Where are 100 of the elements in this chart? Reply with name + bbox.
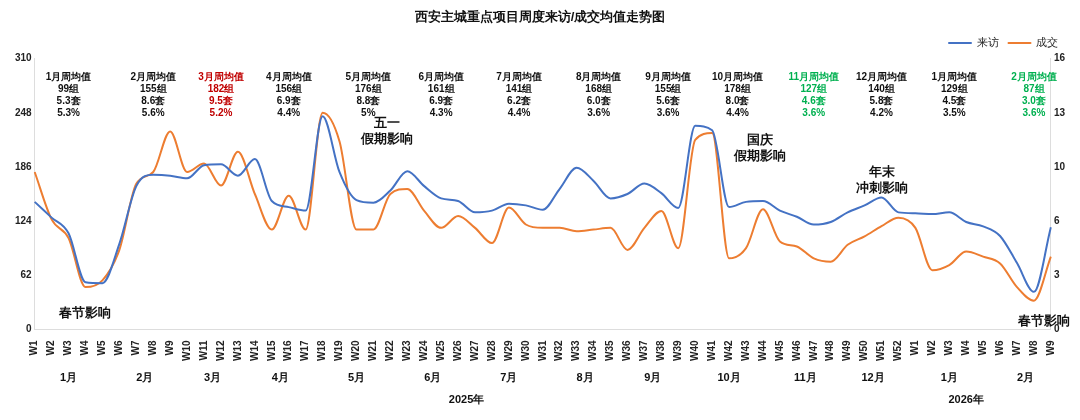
x-tick-label: W18	[316, 340, 328, 361]
annotation: 7月周均值 141组 6.2套 4.4%	[496, 71, 542, 119]
text: 11月	[793, 371, 817, 384]
annotation: 1月周均值 99组 5.3套 5.3%	[45, 71, 92, 119]
x-tick-label: W49	[841, 340, 853, 361]
text: 4月	[271, 371, 289, 384]
x-tick-label: W19	[333, 340, 345, 361]
x-tick-label: W52	[892, 340, 904, 361]
x-tick-label: W6	[993, 340, 1005, 356]
x-tick-label: W16	[282, 340, 294, 361]
y-tick-label: 310	[15, 52, 33, 64]
x-tick-label: W8	[146, 340, 158, 356]
x-tick-label: W8	[1027, 340, 1039, 356]
text: 2月	[136, 371, 154, 384]
x-tick-label: W31	[536, 340, 548, 361]
x-tick-label: W28	[485, 340, 497, 361]
x-tick-label: W47	[807, 340, 819, 361]
x-tick-label: W3	[943, 340, 955, 356]
annotation: 9月周均值 155组 5.6套 3.6%	[645, 71, 691, 119]
x-tick-label: W24	[417, 340, 429, 361]
y-tick-label: 62	[20, 269, 33, 281]
text: 2025年	[448, 393, 485, 406]
y-tick-label: 248	[15, 106, 33, 118]
x-tick-label: W27	[468, 340, 480, 361]
text: 1月	[60, 371, 78, 384]
annotation: 10月周均值 178组 8.0套 4.4%	[711, 71, 764, 119]
chart-title: 西安主城重点项目周度来访/成交均值走势图	[413, 9, 666, 25]
annotation: 2月周均值 155组 8.6套 5.6%	[130, 71, 177, 119]
legend-label: 成交	[1036, 36, 1058, 49]
x-tick-label: W6	[113, 340, 125, 356]
x-tick-label: W29	[502, 340, 514, 361]
x-tick-label: W9	[1044, 340, 1056, 356]
y2-tick-label: 3	[1053, 269, 1060, 281]
x-tick-label: W1	[28, 340, 40, 356]
annotation: 6月周均值 161组 6.9套 4.3%	[418, 71, 464, 119]
x-tick-label: W33	[570, 340, 582, 361]
x-tick-label: W46	[790, 340, 802, 361]
x-tick-label: W34	[587, 340, 599, 361]
x-tick-label: W26	[451, 340, 463, 361]
x-tick-label: W2	[45, 340, 57, 356]
text: 2026年	[948, 393, 984, 406]
x-tick-label: W48	[824, 340, 836, 361]
text: 2月	[1016, 371, 1035, 384]
x-tick-label: W4	[79, 340, 91, 356]
x-tick-label: W4	[959, 340, 971, 356]
x-tick-label: W20	[350, 340, 362, 361]
y-tick-label: 0	[26, 323, 33, 335]
annotation: 3月周均值 182组 9.5套 5.2%	[198, 71, 244, 119]
x-tick-label: W1	[909, 340, 921, 356]
x-tick-label: W14	[248, 340, 260, 361]
x-tick-label: W38	[655, 340, 667, 361]
x-tick-label: W50	[858, 340, 870, 361]
annotation: 国庆假期影响	[732, 131, 786, 163]
text: 6月	[424, 371, 442, 384]
x-tick-label: W7	[1010, 340, 1022, 356]
y2-tick-label: 13	[1053, 106, 1066, 118]
x-tick-label: W39	[672, 340, 684, 361]
x-tick-label: W5	[976, 340, 988, 356]
x-tick-label: W41	[705, 340, 717, 361]
legend-label: 来访	[976, 36, 999, 49]
x-tick-label: W7	[130, 340, 142, 356]
text: 7月	[500, 371, 518, 384]
x-tick-label: W2	[926, 340, 938, 356]
x-tick-label: W21	[367, 340, 379, 361]
y-tick-label: 186	[15, 160, 33, 172]
text: 3月	[203, 371, 222, 384]
x-tick-label: W13	[231, 340, 243, 361]
x-tick-label: W45	[773, 340, 785, 361]
annotation: 4月周均值 156组 6.9套 4.4%	[265, 71, 312, 119]
text: 8月	[576, 371, 594, 384]
x-tick-label: W42	[722, 340, 734, 361]
annotation: 11月周均值 127组 4.6套 3.6%	[788, 71, 840, 119]
annotation: 年末冲刺影响	[855, 164, 908, 196]
text: 9月	[644, 371, 662, 384]
y2-tick-label: 10	[1053, 160, 1066, 172]
x-tick-label: W5	[96, 340, 108, 356]
x-tick-label: W15	[265, 340, 277, 361]
x-tick-label: W44	[756, 340, 768, 361]
x-tick-label: W11	[197, 340, 209, 361]
x-tick-label: W32	[553, 340, 565, 361]
x-tick-label: W51	[875, 340, 887, 361]
x-tick-label: W12	[214, 340, 226, 361]
y-tick-label: 124	[15, 214, 33, 226]
annotation: 8月周均值 168组 6.0套 3.6%	[575, 71, 622, 119]
y2-tick-label: 6	[1053, 214, 1060, 226]
x-tick-label: W10	[180, 340, 192, 361]
text: 10月	[717, 371, 741, 384]
x-tick-label: W23	[401, 340, 413, 361]
annotation: 12月周均值 140组 5.8套 4.2%	[855, 71, 908, 119]
x-tick-label: W17	[299, 340, 311, 361]
x-tick-label: W36	[621, 340, 633, 361]
x-tick-label: W22	[384, 340, 396, 361]
x-tick-label: W37	[638, 340, 650, 361]
text: 5月	[347, 371, 366, 384]
x-tick-label: W40	[688, 340, 700, 361]
y2-tick-label: 16	[1053, 52, 1066, 64]
annotation: 春节影响	[58, 304, 112, 320]
text: 12月	[861, 371, 885, 384]
x-tick-label: W25	[434, 340, 446, 361]
x-tick-label: W43	[739, 340, 751, 361]
